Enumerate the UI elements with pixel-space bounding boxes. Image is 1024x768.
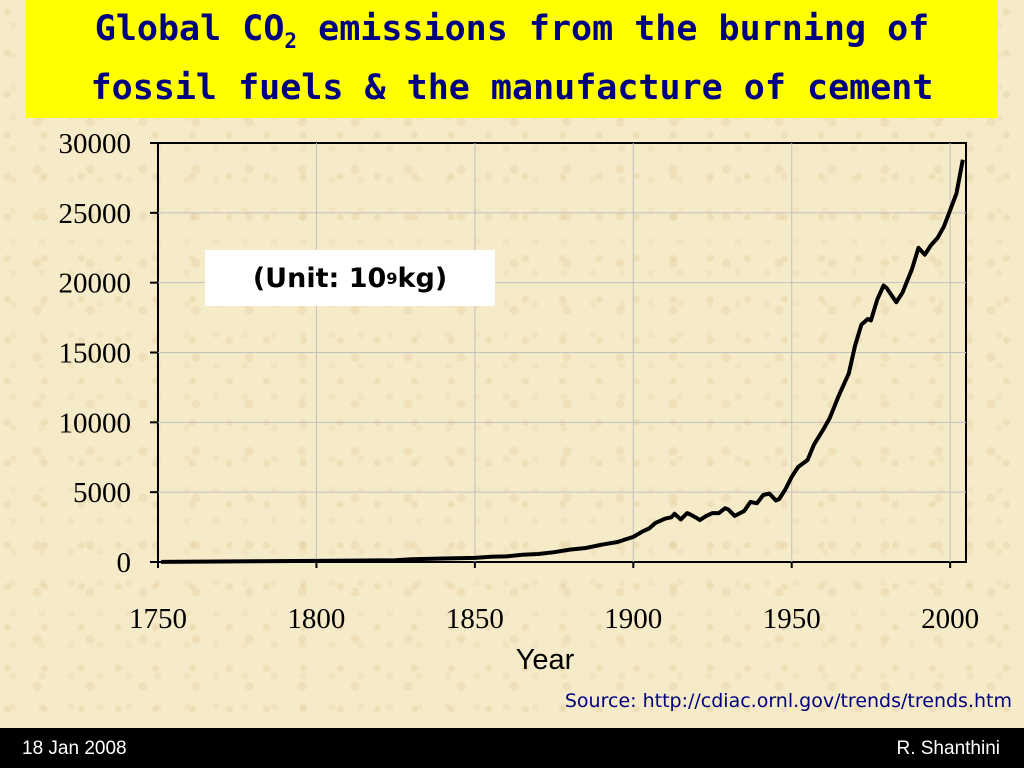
footer-date: 18 Jan 2008	[22, 738, 127, 759]
x-tick-label: 1800	[287, 603, 345, 635]
y-tick-label: 5000	[73, 477, 131, 509]
x-tick-label: 1900	[604, 603, 662, 635]
x-tick-label: 2000	[921, 603, 979, 635]
x-tick-label: 1750	[129, 603, 187, 635]
source-note: Source: http://cdiac.ornl.gov/trends/tre…	[564, 690, 1012, 712]
unit-label: (Unit: 10 9 kg)	[205, 250, 495, 306]
y-tick-label: 10000	[59, 407, 132, 439]
x-tick-label: 1950	[763, 603, 821, 635]
x-tick-label: 1850	[446, 603, 504, 635]
title-line-2: fossil fuels & the manufacture of cement	[90, 68, 934, 108]
series-line	[161, 159, 965, 564]
title-text-rest: emissions from the burning of	[297, 9, 930, 49]
footer-bar: 18 Jan 2008 R. Shanthini	[0, 728, 1024, 768]
unit-superscript: 9	[386, 268, 398, 288]
y-tick-label: 0	[117, 547, 132, 579]
x-axis: 1750 1800 1850 1900 1950 2000	[129, 562, 979, 635]
y-tick-label: 20000	[59, 268, 132, 300]
chart-title: Global CO2 emissions from the burning of…	[26, 0, 998, 118]
title-text: Global CO	[94, 9, 285, 49]
title-line-1: Global CO2 emissions from the burning of	[95, 6, 929, 65]
y-axis: 30000 25000 20000 15000 10000 5000 0	[59, 128, 158, 579]
y-tick-label: 25000	[59, 198, 132, 230]
unit-text: (Unit: 10	[252, 262, 387, 294]
y-tick-label: 30000	[59, 128, 132, 160]
grid	[157, 142, 967, 563]
title-subscript: 2	[284, 29, 298, 53]
x-axis-label: Year	[516, 644, 575, 676]
y-tick-label: 15000	[59, 338, 132, 370]
footer-author: R. Shanthini	[896, 738, 1000, 759]
unit-text-rest: kg)	[397, 262, 448, 294]
